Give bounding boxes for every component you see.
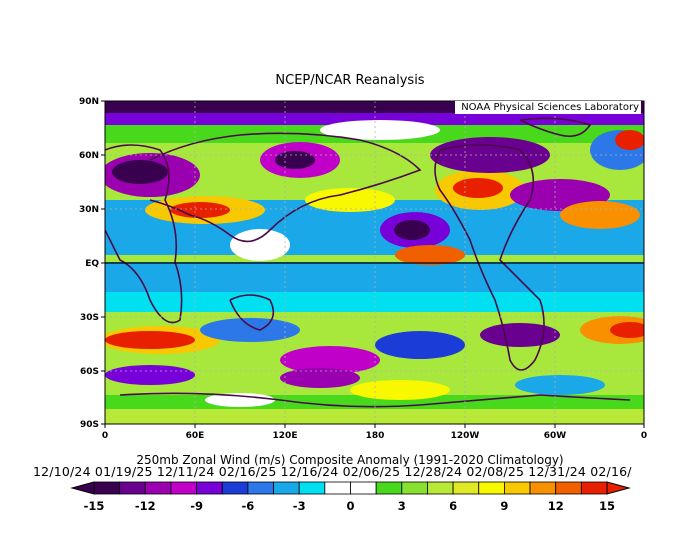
lon-label-0-right: 0 — [641, 431, 647, 441]
colorbar-swatch — [427, 481, 454, 495]
colorbar-label: 0 — [346, 499, 354, 513]
colorbar-min-arrow — [70, 481, 95, 495]
colorbar-swatch — [401, 481, 428, 495]
colorbar-swatch — [144, 481, 172, 495]
colorbar-max-arrow — [606, 481, 631, 495]
composite-dates: 12/10/24 01/19/25 12/11/24 02/16/25 12/1… — [0, 464, 700, 479]
lon-label-0-left: 0 — [102, 431, 108, 441]
colorbar-swatch — [247, 481, 274, 495]
composite-dates-text: 12/10/24 01/19/25 12/11/24 02/16/25 12/1… — [33, 464, 632, 479]
colorbar-swatch — [170, 481, 197, 495]
colorbar-swatch — [375, 481, 403, 495]
colorbar-label: 12 — [548, 499, 564, 513]
lon-label-120w: 120W — [451, 431, 480, 441]
colorbar-swatch — [93, 481, 121, 495]
colorbar-label: -12 — [135, 499, 156, 513]
colorbar-label: -15 — [84, 499, 105, 513]
lat-label-90s: 90S — [80, 420, 99, 430]
lat-label-30n: 30N — [79, 205, 99, 215]
lon-label-180: 180 — [366, 431, 385, 441]
lat-label-30s: 30S — [80, 313, 99, 323]
colorbar-swatch — [580, 481, 608, 495]
lon-label-60w: 60W — [544, 431, 567, 441]
colorbar-swatch — [298, 481, 326, 495]
credit-label: NOAA Physical Sciences Laboratory — [455, 101, 641, 114]
colorbar-label: 15 — [599, 499, 615, 513]
lon-label-120e: 120E — [273, 431, 298, 441]
colorbar-swatch — [324, 481, 351, 495]
lat-label-90n: 90N — [79, 97, 99, 107]
colorbar-swatch — [350, 481, 377, 495]
colorbar-label: 6 — [449, 499, 457, 513]
lon-label-60e: 60E — [186, 431, 205, 441]
lat-label-60s: 60S — [80, 367, 99, 377]
colorbar-label: 9 — [500, 499, 508, 513]
colorbar-label: 3 — [398, 499, 406, 513]
caption-line: 250mb Zonal Wind (m/s) Composite Anomaly… — [136, 453, 564, 467]
colorbar-swatch — [555, 481, 582, 495]
colorbar-swatch — [452, 481, 480, 495]
coastlines — [105, 117, 631, 408]
colorbar-swatch — [119, 481, 146, 495]
lat-label-60n: 60N — [79, 151, 99, 161]
colorbar-swatch — [196, 481, 223, 495]
colorbar-label: -3 — [293, 499, 306, 513]
colorbar-swatch — [221, 481, 249, 495]
colorbar-swatch — [503, 481, 531, 495]
colorbar-swatch — [478, 481, 505, 495]
lat-label-eq: EQ — [85, 259, 99, 269]
axis-ticks — [101, 100, 645, 428]
colorbar-label: -6 — [242, 499, 255, 513]
chart-title: NCEP/NCAR Reanalysis — [275, 73, 425, 88]
colorbar — [70, 481, 631, 495]
colorbar-swatch — [273, 481, 300, 495]
colorbar-label: -9 — [190, 499, 203, 513]
colorbar-swatch — [529, 481, 557, 495]
